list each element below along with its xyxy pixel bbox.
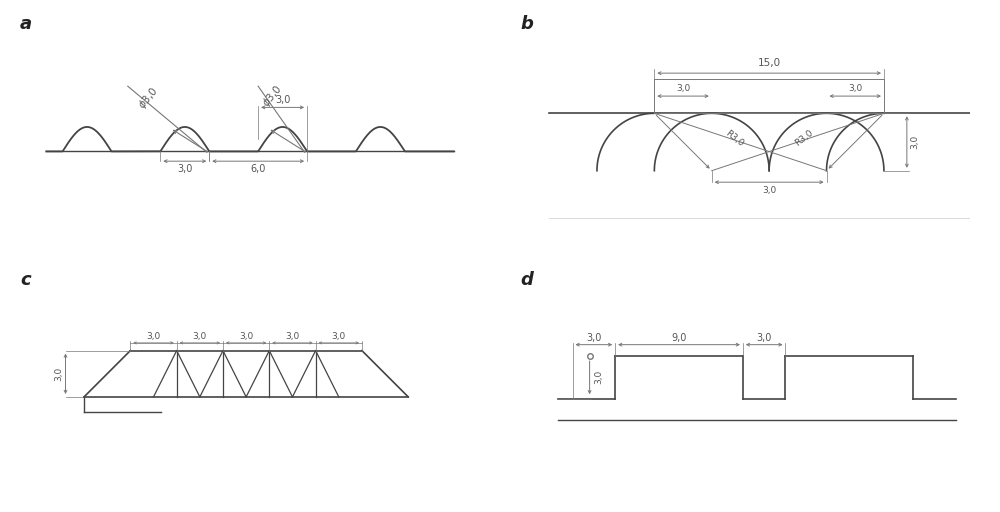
Text: 15,0: 15,0 [758,58,781,69]
Text: d: d [520,271,533,289]
Text: $\phi$3,0: $\phi$3,0 [136,83,162,112]
Text: a: a [20,15,32,33]
Text: 3,0: 3,0 [594,370,603,385]
Text: 3,0: 3,0 [239,332,253,341]
Text: 3,0: 3,0 [193,332,207,341]
Text: 3,0: 3,0 [676,84,690,93]
Text: 3,0: 3,0 [757,332,772,343]
Text: R3,0: R3,0 [793,129,814,148]
Text: 3,0: 3,0 [285,332,300,341]
Text: 3,0: 3,0 [911,135,920,149]
Text: $\phi$3,0: $\phi$3,0 [260,82,286,110]
Text: 3,0: 3,0 [586,332,602,343]
Text: c: c [20,271,31,289]
Text: 3,0: 3,0 [54,367,63,381]
Text: 3,0: 3,0 [275,95,290,105]
Text: 6,0: 6,0 [250,164,266,174]
Text: 3,0: 3,0 [848,84,862,93]
Text: 3,0: 3,0 [332,332,346,341]
Text: 3,0: 3,0 [146,332,161,341]
Text: R3,0: R3,0 [724,129,746,148]
Text: b: b [520,15,533,33]
Text: 3,0: 3,0 [762,186,776,195]
Text: 9,0: 9,0 [671,332,687,343]
Text: 3,0: 3,0 [177,164,193,174]
